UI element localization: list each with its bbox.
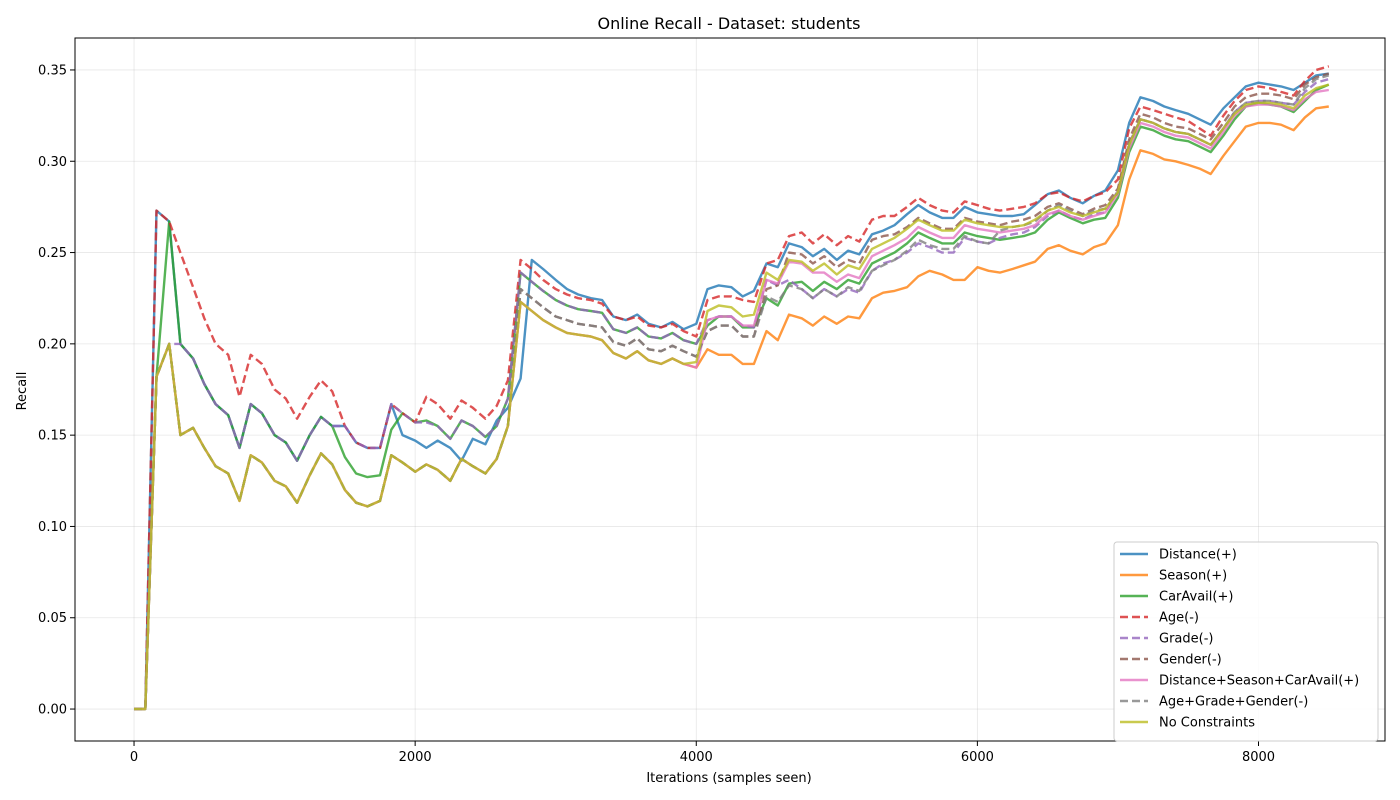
y-tick-label: 0.15 xyxy=(38,429,67,444)
y-axis: 0.00 0.05 0.10 0.15 0.20 0.25 0.30 0.35 xyxy=(38,63,75,718)
x-axis: 0 2000 4000 6000 8000 xyxy=(130,741,1275,765)
series-line-3 xyxy=(134,65,1330,711)
x-tick-label: 4000 xyxy=(680,750,713,765)
legend-label: Gender(-) xyxy=(1159,653,1222,668)
x-tick-label: 8000 xyxy=(1242,750,1275,765)
x-axis-label: Iterations (samples seen) xyxy=(646,771,811,786)
y-tick-label: 0.05 xyxy=(38,611,67,626)
x-tick-label: 0 xyxy=(130,750,138,765)
legend-label: Age+Grade+Gender(-) xyxy=(1159,695,1308,710)
legend-label: Distance(+) xyxy=(1159,548,1237,563)
series-line-8 xyxy=(134,83,1330,711)
y-tick-label: 0.00 xyxy=(38,703,67,718)
legend-label: Distance+Season+CarAvail(+) xyxy=(1159,674,1359,689)
x-tick-label: 2000 xyxy=(399,750,432,765)
legend-label: CarAvail(+) xyxy=(1159,590,1233,605)
y-tick-label: 0.30 xyxy=(38,155,67,170)
series-lines xyxy=(134,65,1330,711)
legend-box xyxy=(1113,541,1379,742)
x-tick-label: 6000 xyxy=(961,750,994,765)
y-tick-label: 0.10 xyxy=(38,520,67,535)
chart-title: Online Recall - Dataset: students xyxy=(597,14,860,33)
y-tick-label: 0.25 xyxy=(38,246,67,261)
legend-label: Grade(-) xyxy=(1159,632,1213,647)
legend: Distance(+) Season(+) CarAvail(+) Age(-) Gra… xyxy=(1113,541,1379,742)
legend-label: Age(-) xyxy=(1159,611,1199,626)
y-axis-label: Recall xyxy=(15,372,30,411)
legend-label: Season(+) xyxy=(1159,569,1227,584)
y-tick-label: 0.20 xyxy=(38,337,67,352)
y-tick-label: 0.35 xyxy=(38,63,67,78)
plot-area-frame xyxy=(74,37,1386,742)
legend-label: No Constraints xyxy=(1159,716,1255,731)
